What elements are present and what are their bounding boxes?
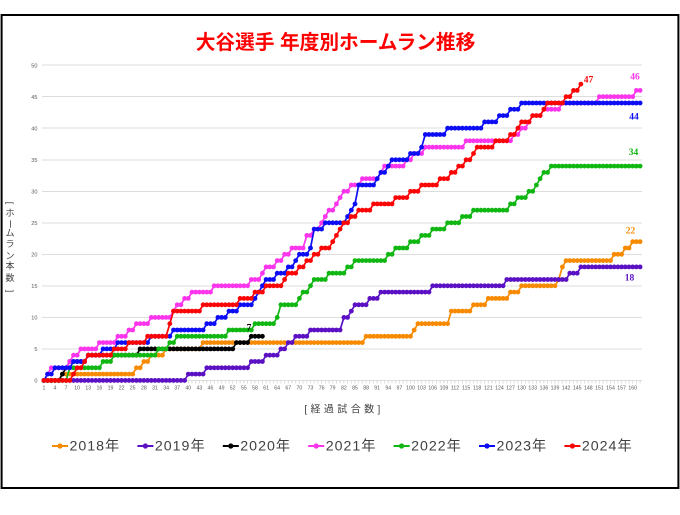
svg-text:85: 85 (352, 385, 358, 391)
svg-text:133: 133 (528, 385, 537, 391)
svg-text:16: 16 (97, 385, 103, 391)
svg-text:100: 100 (406, 385, 415, 391)
svg-text:79: 79 (330, 385, 336, 391)
svg-text:43: 43 (197, 385, 203, 391)
svg-text:35: 35 (31, 158, 37, 164)
svg-text:160: 160 (628, 385, 637, 391)
svg-text:115: 115 (462, 385, 470, 391)
svg-text:40: 40 (185, 385, 191, 391)
svg-text:45: 45 (31, 95, 37, 101)
svg-text:37: 37 (174, 385, 180, 391)
svg-text:70: 70 (297, 385, 303, 391)
svg-text:124: 124 (495, 385, 504, 391)
svg-text:67: 67 (285, 385, 291, 391)
svg-text:145: 145 (573, 385, 582, 391)
svg-text:10: 10 (74, 385, 80, 391)
svg-text:2018年: 2018年 (70, 439, 121, 455)
svg-text:142: 142 (562, 385, 571, 391)
svg-text:52: 52 (230, 385, 236, 391)
svg-text:106: 106 (428, 385, 437, 391)
svg-text:19: 19 (108, 385, 114, 391)
svg-text:大谷選手 年度別ホームラン推移: 大谷選手 年度別ホームラン推移 (196, 31, 476, 54)
svg-text:154: 154 (606, 385, 615, 391)
svg-text:157: 157 (617, 385, 626, 391)
svg-text:25: 25 (31, 221, 37, 227)
svg-text:10: 10 (31, 316, 37, 322)
svg-text:[経過試合数]: [経過試合数] (304, 403, 383, 416)
svg-text:31: 31 (152, 385, 158, 391)
svg-text:151: 151 (595, 385, 604, 391)
svg-text:58: 58 (252, 385, 258, 391)
svg-text:82: 82 (341, 385, 347, 391)
svg-text:4: 4 (54, 385, 57, 391)
svg-text:2020年: 2020年 (240, 439, 291, 455)
svg-text:127: 127 (506, 385, 515, 391)
svg-text:40: 40 (31, 126, 37, 132)
svg-text:112: 112 (451, 385, 459, 391)
svg-text:88: 88 (363, 385, 369, 391)
svg-text:34: 34 (629, 148, 639, 158)
svg-text:121: 121 (484, 385, 493, 391)
svg-text:61: 61 (263, 385, 269, 391)
svg-text:94: 94 (385, 385, 391, 391)
svg-text:46: 46 (630, 73, 640, 83)
svg-text:49: 49 (219, 385, 225, 391)
svg-text:50: 50 (31, 63, 37, 69)
svg-text:76: 76 (319, 385, 325, 391)
svg-text:148: 148 (584, 385, 593, 391)
svg-text:130: 130 (517, 385, 526, 391)
svg-text:44: 44 (629, 113, 639, 123)
svg-text:7: 7 (247, 324, 252, 334)
svg-text:2023年: 2023年 (497, 439, 548, 455)
svg-text:0: 0 (34, 379, 37, 385)
svg-text:28: 28 (141, 385, 147, 391)
svg-text:13: 13 (85, 385, 91, 391)
svg-text:34: 34 (163, 385, 169, 391)
svg-text:55: 55 (241, 385, 247, 391)
svg-text:139: 139 (551, 385, 560, 391)
svg-text:136: 136 (540, 385, 549, 391)
svg-text:30: 30 (31, 189, 37, 195)
svg-text:103: 103 (417, 385, 426, 391)
svg-text:47: 47 (584, 76, 594, 86)
svg-text:97: 97 (397, 385, 403, 391)
svg-text:25: 25 (130, 385, 136, 391)
svg-text:18: 18 (625, 274, 635, 284)
svg-text:20: 20 (31, 252, 37, 258)
svg-text:2024年: 2024年 (582, 439, 633, 455)
svg-text:64: 64 (274, 385, 280, 391)
svg-text:1: 1 (42, 385, 45, 391)
svg-text:118: 118 (473, 385, 481, 391)
svg-text:91: 91 (374, 385, 380, 391)
svg-text:7: 7 (65, 385, 68, 391)
svg-text:15: 15 (31, 284, 37, 290)
svg-text:22: 22 (626, 227, 636, 237)
svg-text:109: 109 (440, 385, 449, 391)
svg-text:2021年: 2021年 (326, 439, 377, 455)
svg-text:73: 73 (308, 385, 314, 391)
svg-text:5: 5 (34, 347, 37, 353)
svg-text:46: 46 (208, 385, 214, 391)
svg-text:2019年: 2019年 (155, 439, 206, 455)
svg-text:22: 22 (119, 385, 125, 391)
svg-text:2022年: 2022年 (411, 439, 462, 455)
